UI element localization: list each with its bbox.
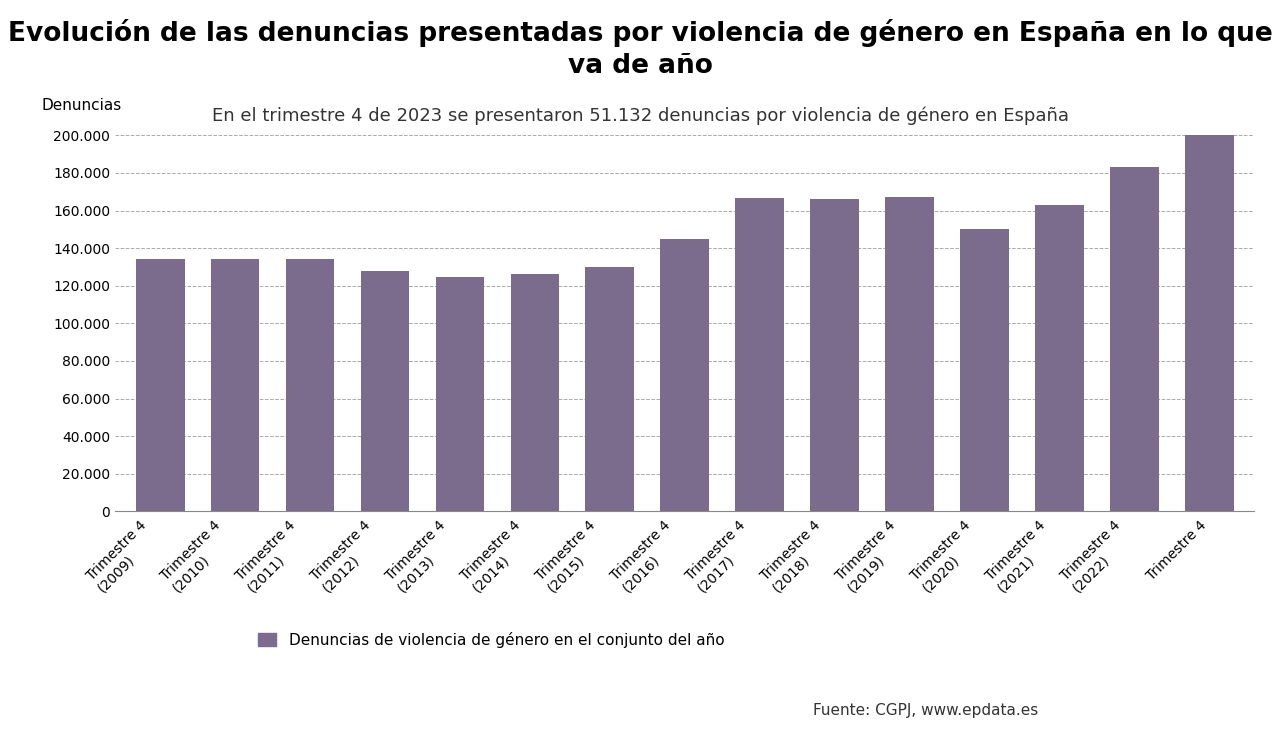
Bar [435,277,484,511]
Text: Fuente: CGPJ, www.epdata.es: Fuente: CGPJ, www.epdata.es [813,703,1038,718]
Bar [136,259,184,511]
Text: En el trimestre 4 de 2023 se presentaron 51.132 denuncias por violencia de géner: En el trimestre 4 de 2023 se presentaron… [211,107,1069,126]
Bar [960,229,1009,511]
Bar [1185,135,1234,511]
Bar [285,259,334,511]
Bar [1036,205,1084,511]
Bar [511,274,559,511]
Text: Evolución de las denuncias presentadas por violencia de género en España en lo q: Evolución de las denuncias presentadas p… [8,19,1272,79]
Bar [810,199,859,511]
Text: Denuncias: Denuncias [41,98,122,113]
Bar [211,259,260,511]
Bar [1110,168,1158,511]
Bar [660,239,709,511]
Bar [361,271,410,511]
Bar [736,199,785,511]
Legend: Denuncias de violencia de género en el conjunto del año: Denuncias de violencia de género en el c… [252,626,731,653]
Bar [886,198,934,511]
Bar [585,267,634,511]
